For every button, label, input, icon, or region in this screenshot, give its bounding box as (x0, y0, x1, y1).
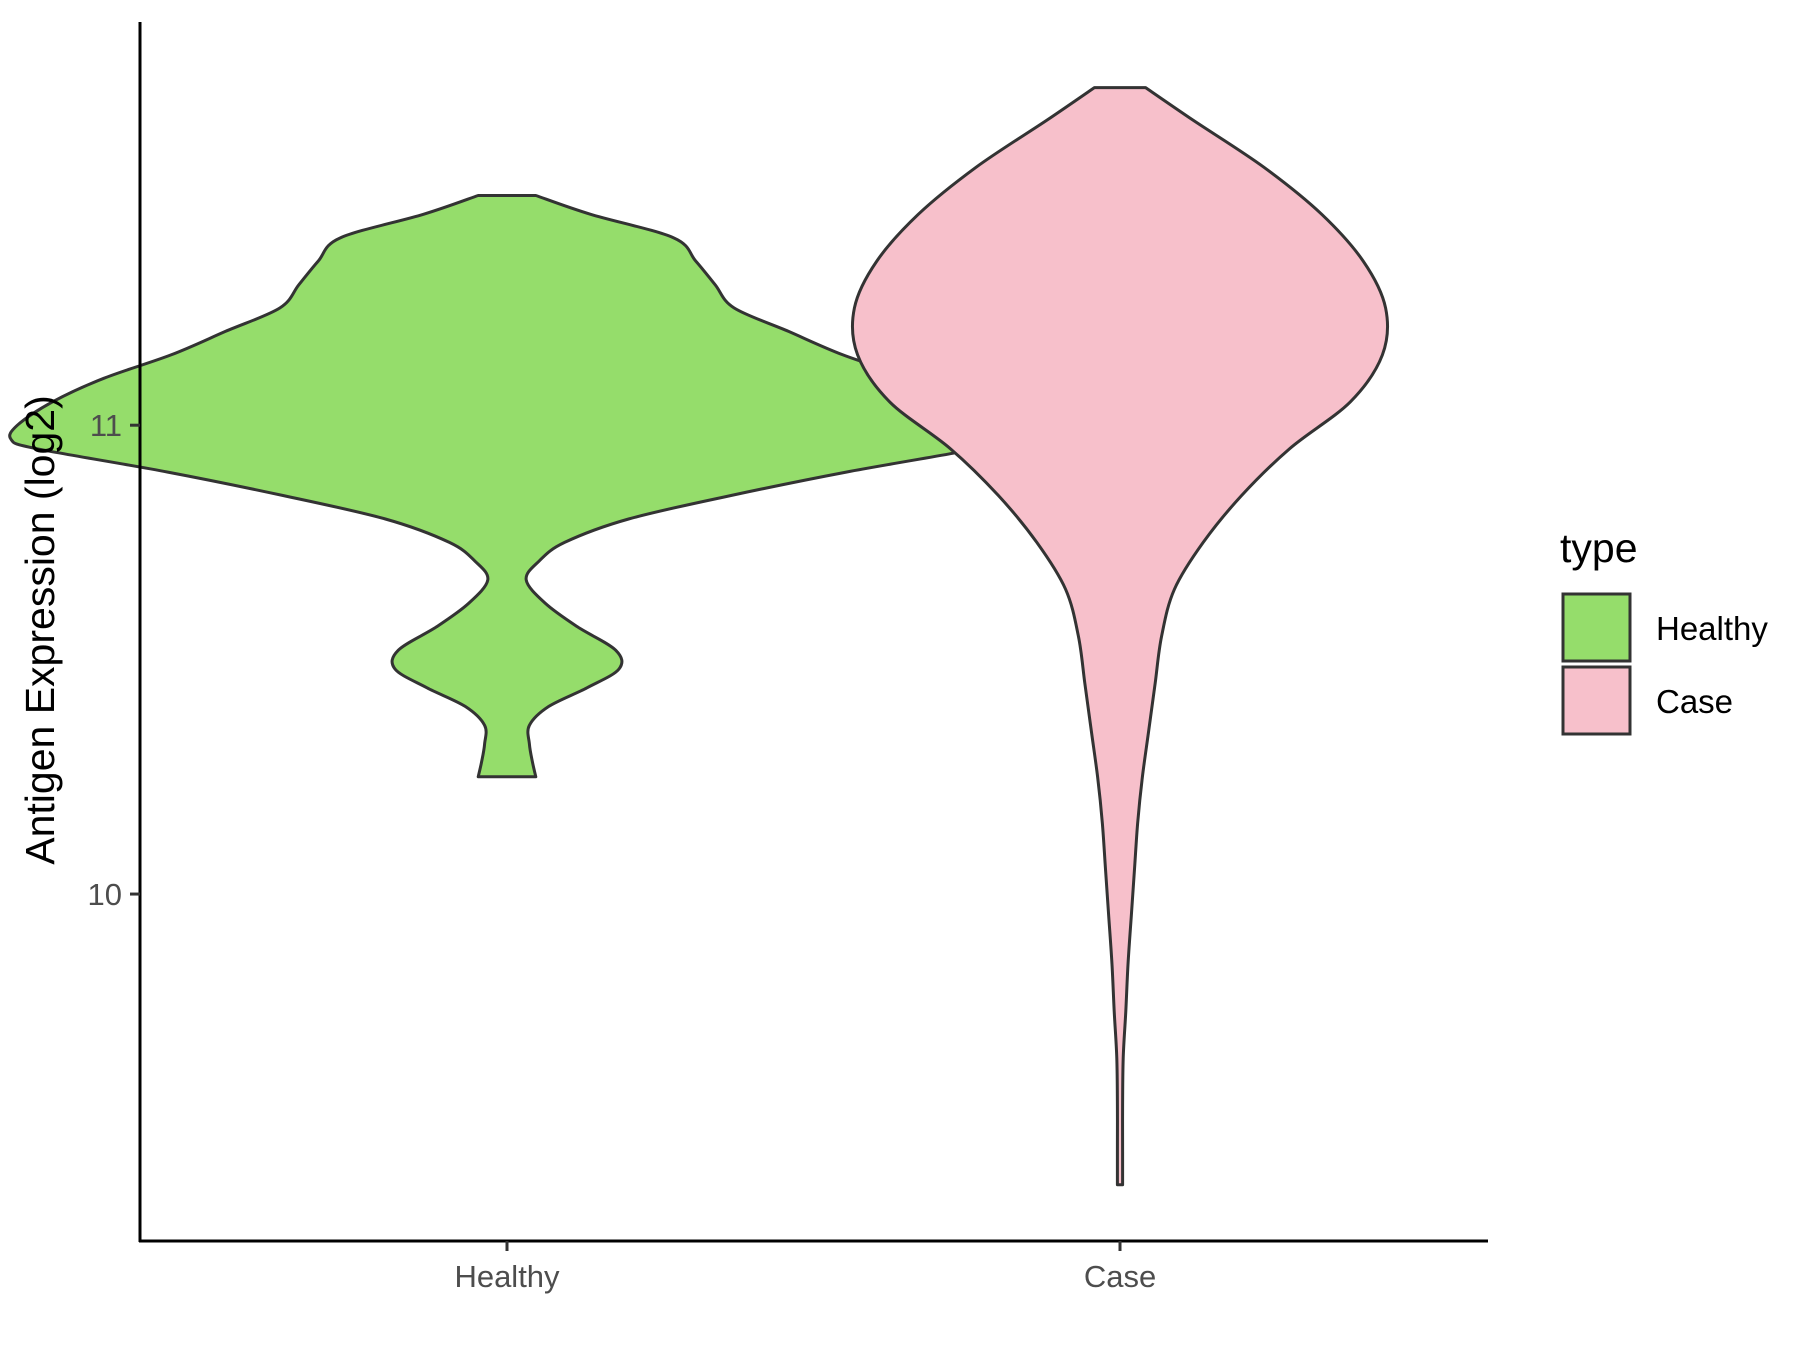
x-axis: Healthy Case (139, 1239, 1488, 1294)
legend-key-healthy (1561, 592, 1632, 663)
y-tick-label: 10 (88, 877, 122, 912)
x-tick-label: Case (1084, 1259, 1156, 1294)
legend-key-case (1561, 665, 1632, 736)
legend: type Healthy Case (1560, 525, 1768, 736)
legend-label-healthy: Healthy (1656, 610, 1768, 647)
violin-healthy (8, 194, 1006, 779)
violin-case (850, 86, 1390, 1187)
legend-label-case: Case (1656, 683, 1733, 720)
y-axis: 10 11 (88, 22, 142, 1242)
violins (8, 86, 1390, 1187)
legend-title: type (1560, 525, 1638, 571)
x-tick-label: Healthy (454, 1259, 560, 1294)
y-tick-label: 11 (90, 408, 122, 443)
y-axis-title: Antigen Expression (log2) (17, 395, 63, 864)
plot-area (8, 86, 1390, 1187)
